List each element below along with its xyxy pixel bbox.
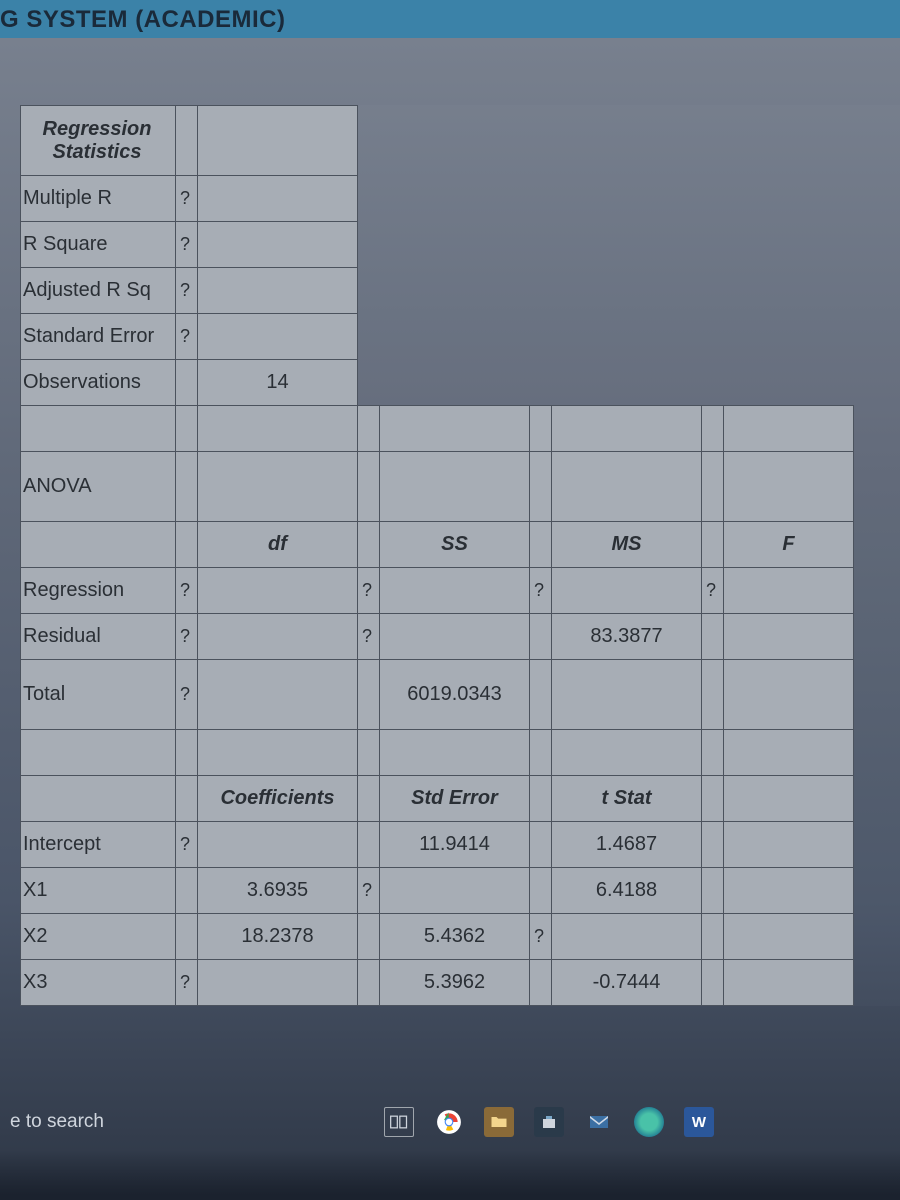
app-title-bar: G SYSTEM (ACADEMIC) xyxy=(0,0,900,38)
col-coefficients: Coefficients xyxy=(198,776,358,822)
file-explorer-icon[interactable] xyxy=(484,1107,514,1137)
table-row: X3 ? 5.3962 -0.7444 xyxy=(21,960,854,1006)
table-row: Adjusted R Sq ? xyxy=(21,268,854,314)
table-row: Regression ? ? ? ? xyxy=(21,568,854,614)
chrome-icon[interactable] xyxy=(434,1107,464,1137)
table-row: Multiple R ? xyxy=(21,176,854,222)
regression-table: Regression Statistics Multiple R ? R Squ… xyxy=(20,105,854,1006)
search-input[interactable]: e to search xyxy=(10,1111,104,1133)
word-icon[interactable]: W xyxy=(684,1107,714,1137)
app-title: G SYSTEM (ACADEMIC) xyxy=(0,6,286,33)
edge-icon[interactable] xyxy=(634,1107,664,1137)
table-row: X2 18.2378 5.4362 ? xyxy=(21,914,854,960)
table-row: X1 3.6935 ? 6.4188 xyxy=(21,868,854,914)
spacer-row xyxy=(21,406,854,452)
taskbar: e to search W xyxy=(0,1100,900,1144)
col-ms: MS xyxy=(552,522,702,568)
task-view-icon[interactable] xyxy=(384,1107,414,1137)
table-row: R Square ? xyxy=(21,222,854,268)
col-df: df xyxy=(198,522,358,568)
anova-header: ANOVA xyxy=(21,452,176,522)
stat-value xyxy=(198,176,358,222)
spacer-row xyxy=(21,730,854,776)
col-stderror: Std Error xyxy=(380,776,530,822)
mail-icon[interactable] xyxy=(584,1107,614,1137)
spreadsheet-region: Regression Statistics Multiple R ? R Squ… xyxy=(20,105,900,1006)
table-row: Total ? 6019.0343 xyxy=(21,660,854,730)
screen-fade xyxy=(0,1150,900,1200)
qmark: ? xyxy=(176,176,198,222)
col-ss: SS xyxy=(380,522,530,568)
stats-header: Regression Statistics xyxy=(21,106,176,176)
col-f: F xyxy=(724,522,854,568)
table-row: Standard Error ? xyxy=(21,314,854,360)
col-tstat: t Stat xyxy=(552,776,702,822)
stat-label: Multiple R xyxy=(21,176,176,222)
table-row: Observations 14 xyxy=(21,360,854,406)
store-icon[interactable] xyxy=(534,1107,564,1137)
table-row: Residual ? ? 83.3877 xyxy=(21,614,854,660)
table-row: Intercept ? 11.9414 1.4687 xyxy=(21,822,854,868)
